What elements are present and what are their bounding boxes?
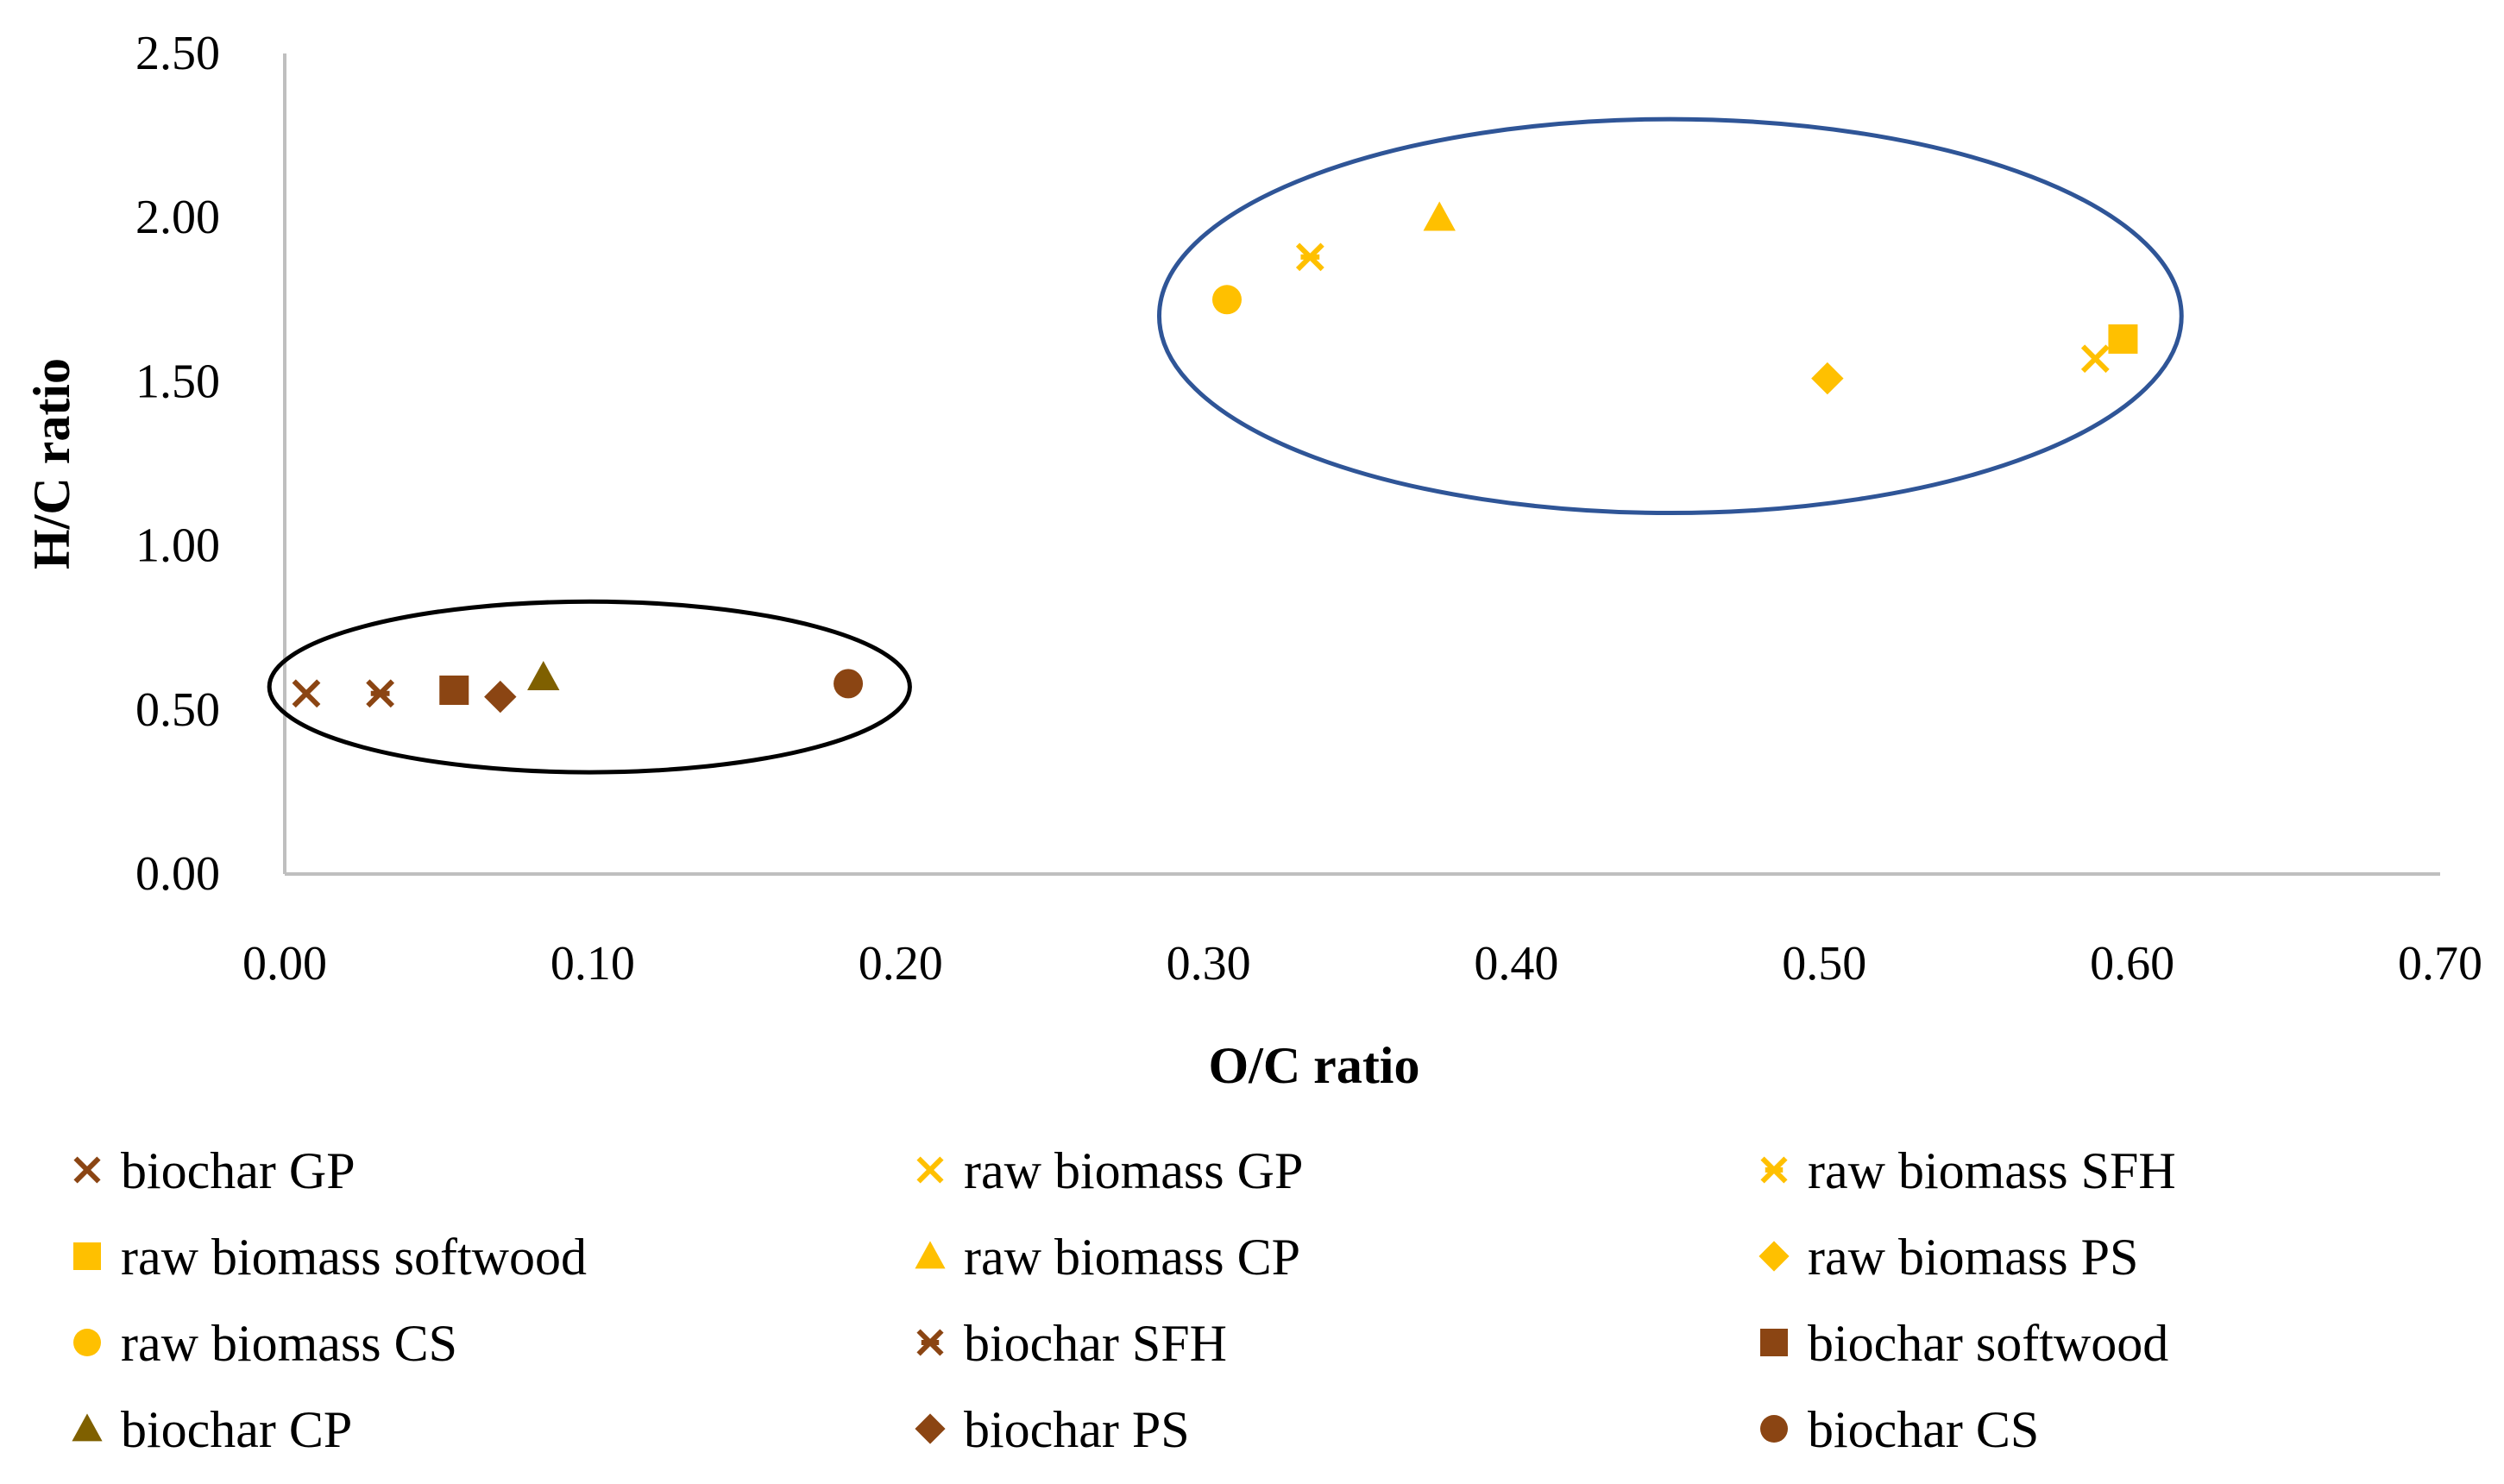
point-biochar-gp <box>292 679 321 708</box>
point-biochar-softwood <box>439 675 469 705</box>
legend-label: biochar PS <box>964 1401 1190 1458</box>
point-raw-biomass-cs <box>1211 285 1242 315</box>
legend-item-biochar-ps: biochar PS <box>915 1401 1190 1458</box>
legend-label: biochar CS <box>1808 1401 2039 1458</box>
legend-label: biochar CP <box>121 1401 352 1458</box>
legend-label: raw biomass SFH <box>1808 1142 2176 1199</box>
point-raw-biomass-gp <box>2080 344 2110 374</box>
legend-marker-biochar-softwood <box>1760 1329 1788 1356</box>
legend-label: raw biomass GP <box>964 1142 1303 1199</box>
x-tick-label: 0.30 <box>1167 937 1251 990</box>
point-biochar-cp <box>527 661 560 691</box>
legend-marker-biochar-cp <box>72 1413 103 1442</box>
x-tick-label: 0.70 <box>2398 937 2482 990</box>
legend-label: raw biomass CP <box>964 1229 1300 1286</box>
y-tick-label: 0.00 <box>135 847 220 901</box>
legend-marker-raw-biomass-softwood <box>73 1242 101 1270</box>
y-tick-label: 0.50 <box>135 683 220 737</box>
point-raw-biomass-sfh <box>1295 242 1324 272</box>
y-axis-title: H/C ratio <box>23 358 80 569</box>
legend-marker-raw-biomass-cp <box>915 1241 946 1269</box>
legend-marker-biochar-gp <box>73 1156 101 1184</box>
point-raw-biomass-ps <box>1811 362 1844 395</box>
legend-item-biochar-sfh: biochar SFH <box>916 1315 1227 1372</box>
legend-item-biochar-softwood: biochar softwood <box>1760 1315 2168 1372</box>
x-axis-title: O/C ratio <box>1209 1037 1420 1094</box>
legend-item-raw-biomass-ps: raw biomass PS <box>1758 1229 2138 1286</box>
legend-item-raw-biomass-cs: raw biomass CS <box>73 1315 457 1372</box>
x-tick-label: 0.50 <box>1782 937 1866 990</box>
legend-item-raw-biomass-cp: raw biomass CP <box>915 1229 1300 1286</box>
point-raw-biomass-softwood <box>2108 324 2138 354</box>
x-tick-label: 0.20 <box>859 937 943 990</box>
y-tick-label: 2.50 <box>135 27 220 80</box>
legend-item-raw-biomass-gp: raw biomass GP <box>916 1142 1303 1199</box>
y-tick-label: 1.00 <box>135 519 220 573</box>
legend-marker-biochar-ps <box>915 1413 946 1444</box>
biochar-cluster-ellipse <box>267 599 912 775</box>
legend-item-raw-biomass-sfh: raw biomass SFH <box>1760 1142 2176 1199</box>
legend-label: biochar SFH <box>964 1315 1227 1372</box>
y-tick-label: 2.00 <box>135 191 220 244</box>
legend-item-biochar-gp: biochar GP <box>73 1142 355 1199</box>
legend-marker-biochar-sfh <box>916 1329 944 1356</box>
x-tick-label: 0.40 <box>1474 937 1558 990</box>
point-biochar-cs <box>834 669 864 699</box>
legend-item-biochar-cp: biochar CP <box>72 1401 352 1458</box>
y-tick-label: 1.50 <box>135 355 220 408</box>
legend-label: raw biomass PS <box>1808 1229 2138 1286</box>
x-tick-label: 0.10 <box>551 937 635 990</box>
legend-marker-raw-biomass-ps <box>1758 1241 1790 1272</box>
point-biochar-sfh <box>366 679 395 708</box>
x-tick-label: 0.00 <box>242 937 327 990</box>
point-raw-biomass-cp <box>1423 201 1456 231</box>
point-biochar-ps <box>484 680 517 714</box>
legend-label: raw biomass softwood <box>121 1229 587 1286</box>
legend-item-biochar-cs: biochar CS <box>1760 1401 2039 1458</box>
legend-label: biochar GP <box>121 1142 355 1199</box>
legend-label: biochar softwood <box>1808 1315 2168 1372</box>
legend-marker-raw-biomass-gp <box>916 1156 944 1184</box>
legend-marker-biochar-cs <box>1760 1415 1788 1443</box>
legend-label: raw biomass CS <box>121 1315 457 1372</box>
legend-marker-raw-biomass-sfh <box>1760 1156 1788 1184</box>
x-tick-label: 0.60 <box>2090 937 2174 990</box>
raw-biomass-cluster-ellipse <box>1156 116 2184 516</box>
legend-marker-raw-biomass-cs <box>73 1329 101 1356</box>
legend-item-raw-biomass-softwood: raw biomass softwood <box>73 1229 587 1286</box>
